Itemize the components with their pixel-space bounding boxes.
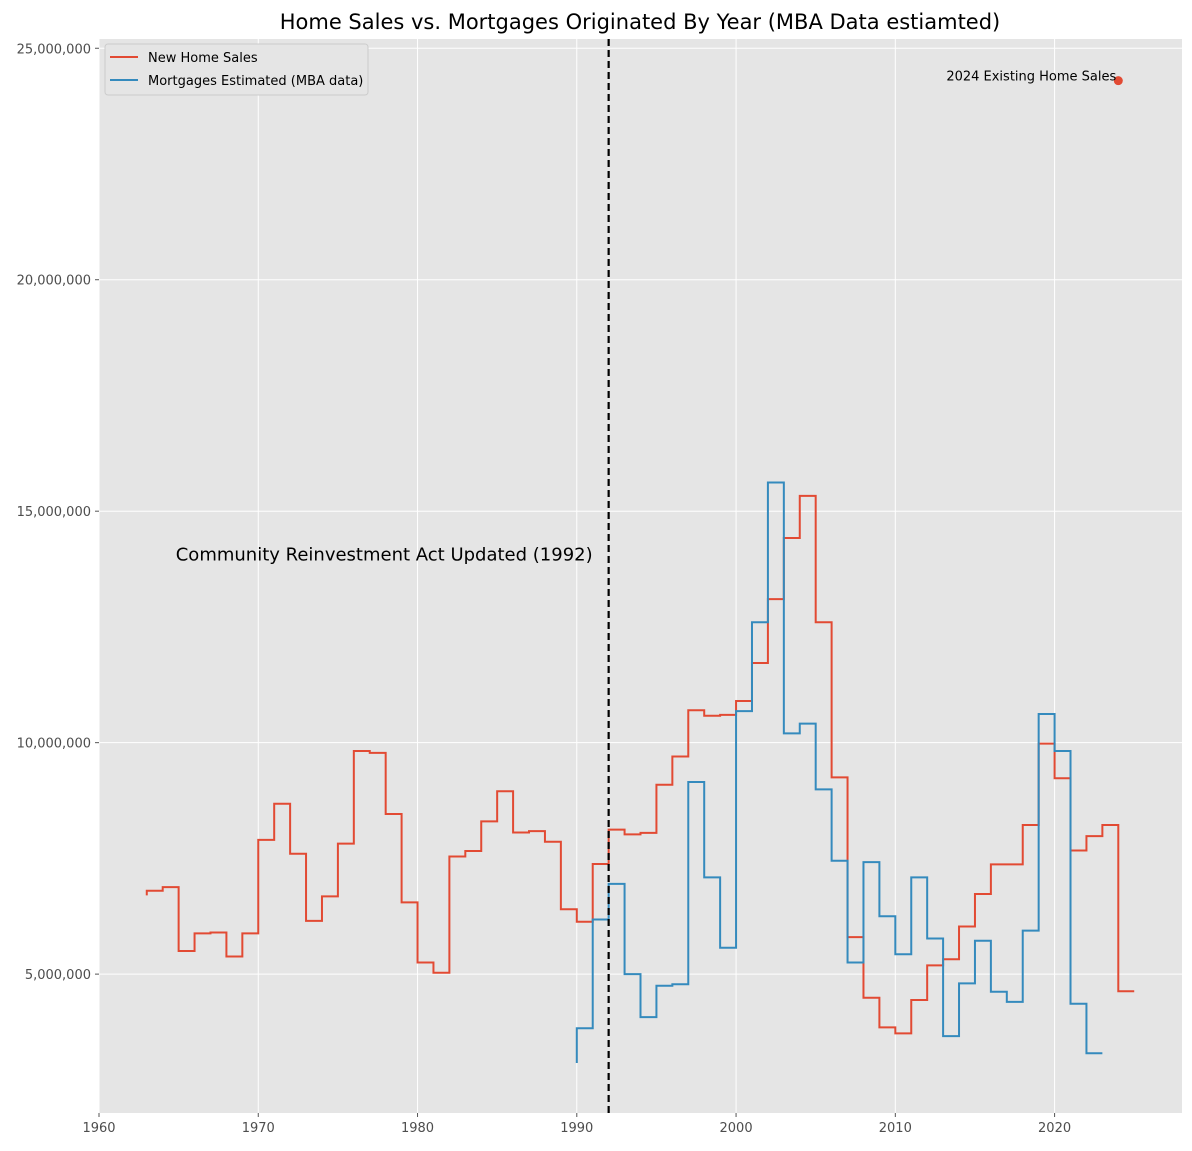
x-tick-label: 1960 (82, 1121, 115, 1136)
y-tick-label: 25,000,000 (17, 42, 91, 57)
series-layer (145, 481, 1135, 1063)
series-line-new-home-sales (145, 494, 1135, 1035)
y-tick-label: 10,000,000 (17, 737, 91, 752)
x-tick-label: 1980 (401, 1121, 434, 1136)
y-axis: 5,000,000 10,000,000 15,000,000 20,000,000 2… (17, 42, 99, 983)
annotation-2024-existing-home-sales: 2024 Existing Home Sales (946, 70, 1116, 85)
y-tick-label: 15,000,000 (17, 505, 91, 520)
plot-background (99, 39, 1182, 1113)
legend: New Home Sales Mortgages Estimated (MBA … (104, 43, 369, 96)
legend-label-mortgages-estimated: Mortgages Estimated (MBA data) (148, 74, 363, 89)
x-tick-label: 2000 (720, 1121, 753, 1136)
x-tick-label: 1970 (242, 1121, 275, 1136)
x-tick-label: 2020 (1038, 1121, 1071, 1136)
annotation-cra-1992: Community Reinvestment Act Updated (1992… (176, 544, 593, 565)
y-tick-label: 5,000,000 (25, 968, 91, 983)
x-tick-label: 1990 (560, 1121, 593, 1136)
legend-label-new-home-sales: New Home Sales (148, 51, 258, 66)
y-tick-label: 20,000,000 (17, 274, 91, 289)
legend-box (104, 43, 369, 96)
series-line-mortgages-estimated (575, 481, 1103, 1063)
annotation-layer (607, 39, 1123, 1113)
existing-home-sales-2024-point (1113, 76, 1123, 86)
x-tick-label: 2010 (879, 1121, 912, 1136)
x-axis: 1960 1970 1980 1990 2000 2010 2020 (82, 1113, 1071, 1136)
chart-title: Home Sales vs. Mortgages Originated By Y… (280, 10, 1001, 34)
